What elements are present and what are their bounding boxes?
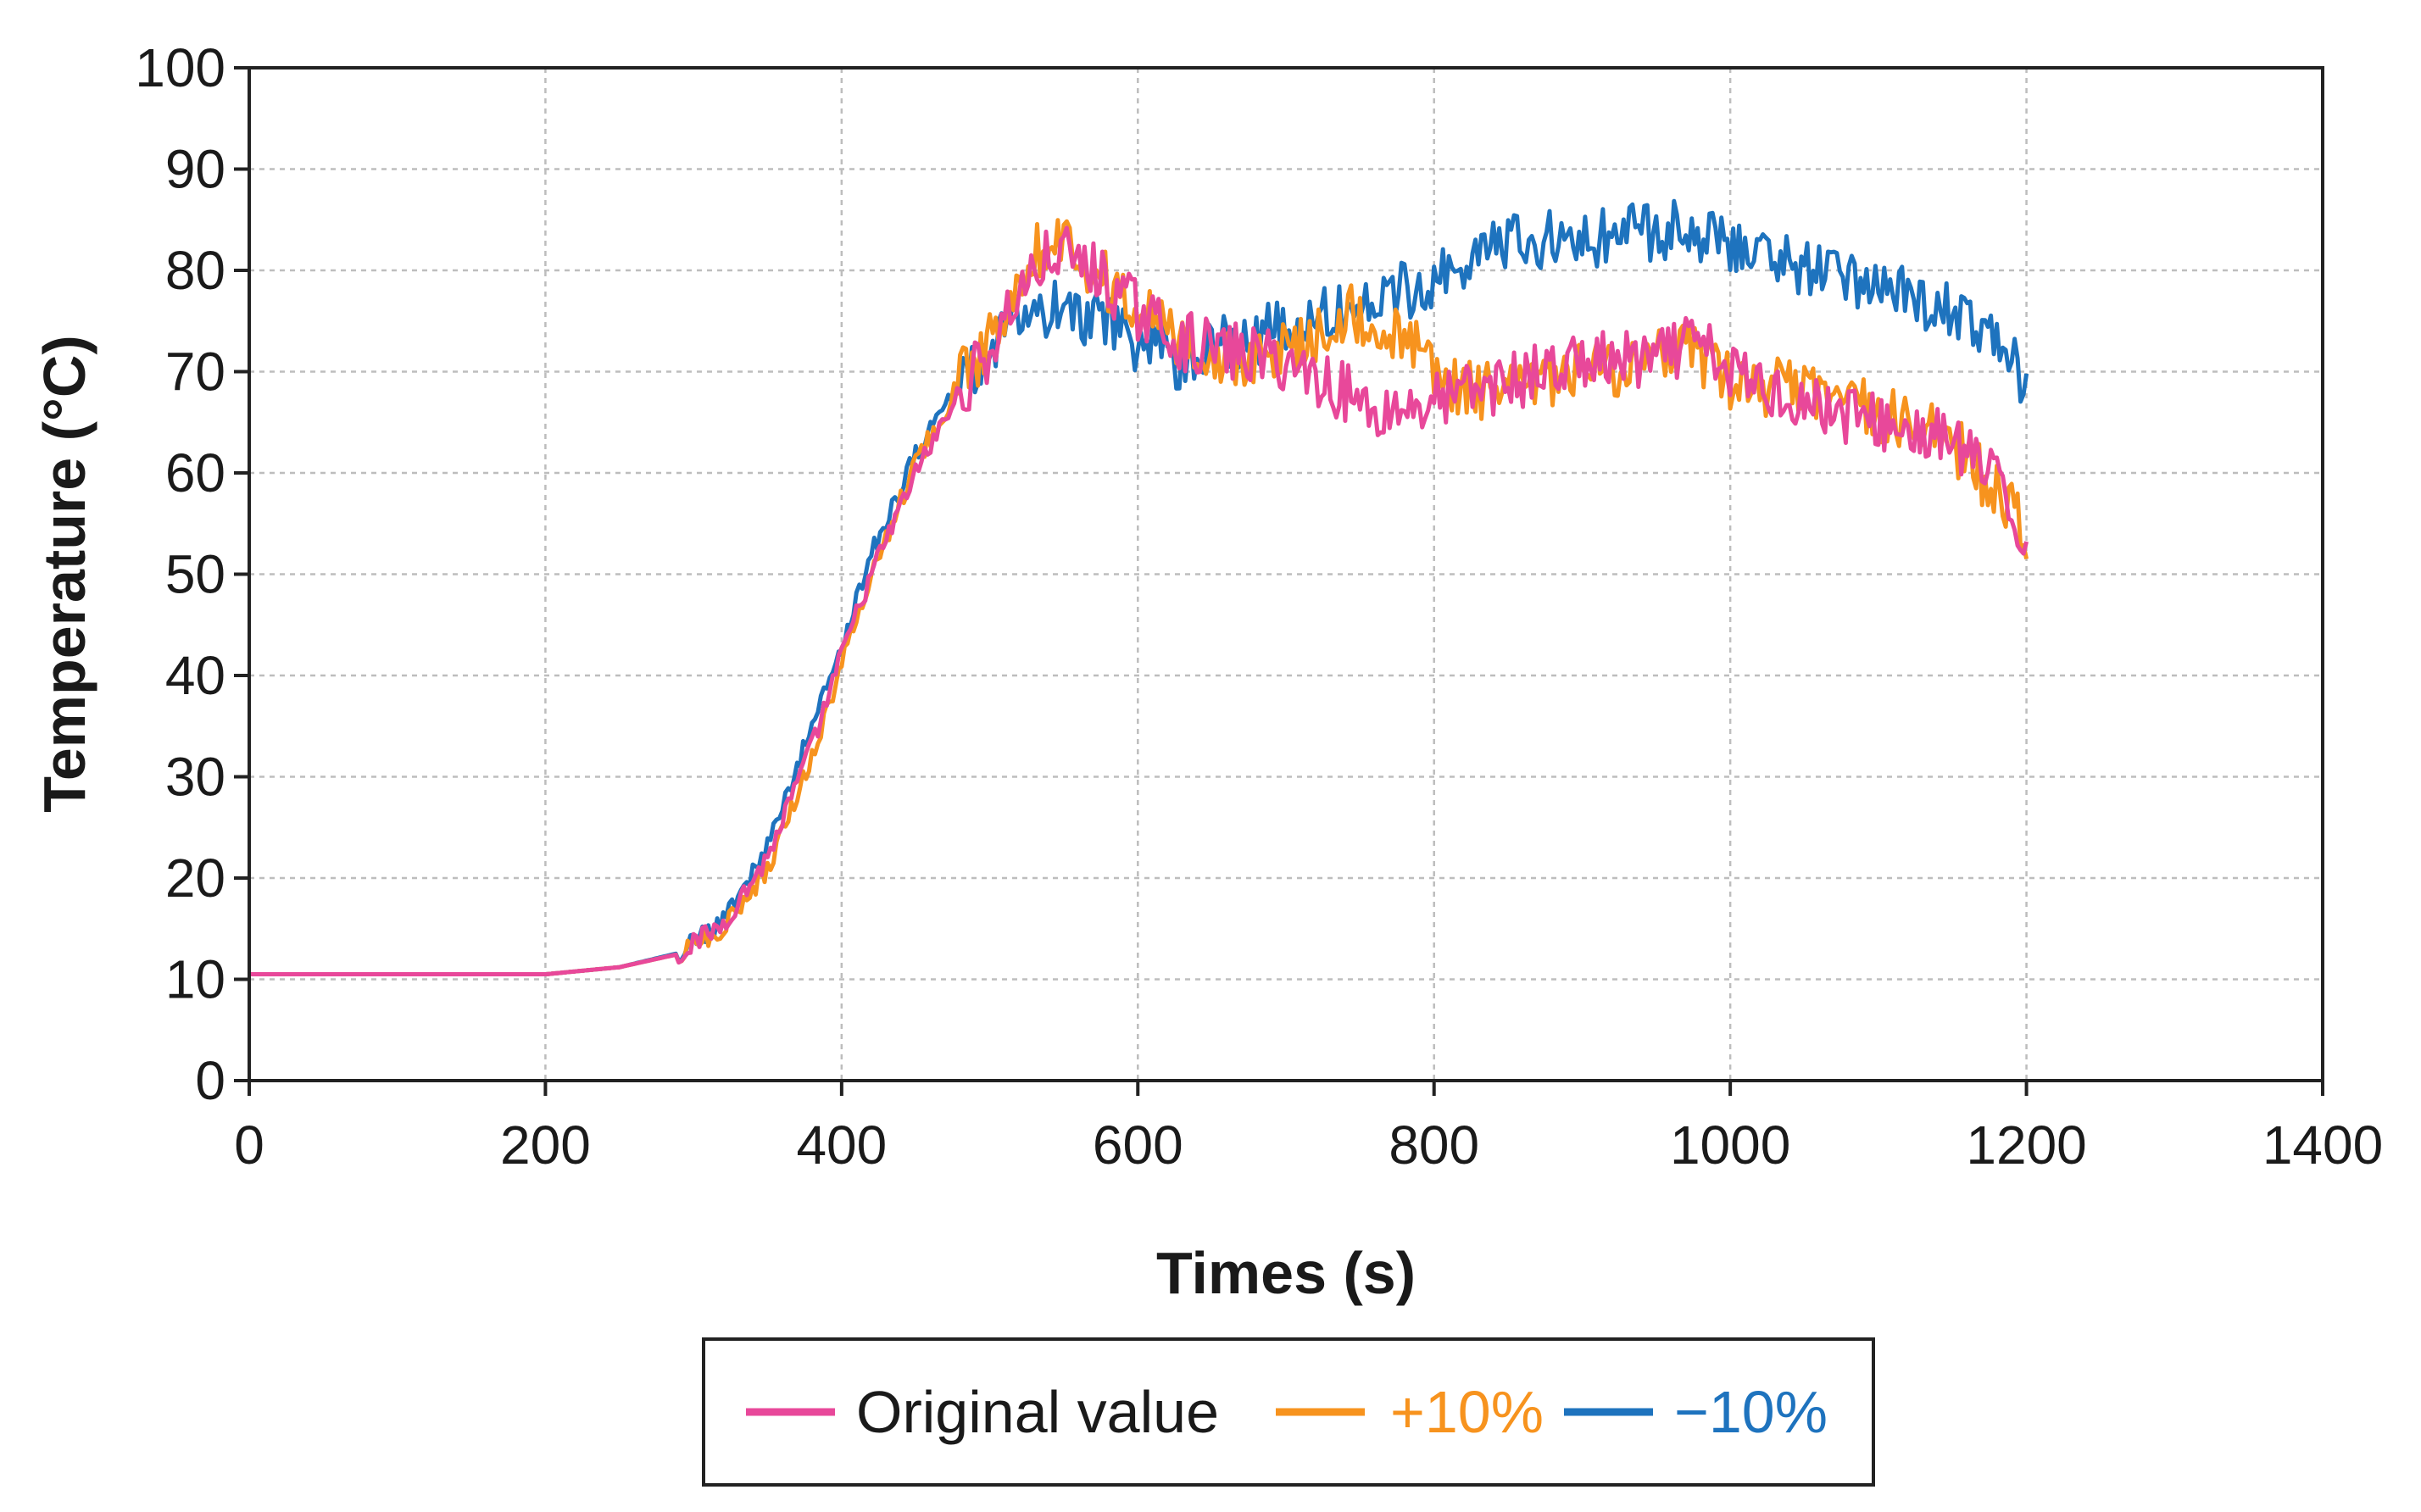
y-tick-label: 70 — [165, 342, 225, 403]
y-tick-label: 90 — [165, 139, 225, 200]
legend: Original value +10% −10% — [702, 1337, 1875, 1487]
x-tick-label: 1200 — [1966, 1115, 2086, 1176]
x-tick-label: 0 — [234, 1115, 264, 1176]
x-tick-label: 400 — [796, 1115, 887, 1176]
y-tick-label: 80 — [165, 240, 225, 301]
y-tick-label: 40 — [165, 645, 225, 706]
grid-lines — [249, 68, 2323, 1081]
y-tick-label: 50 — [165, 544, 225, 605]
series-line-original — [249, 225, 2029, 976]
legend-label-minus10: −10% — [1674, 1379, 1828, 1445]
y-axis-title: Temperature (°C) — [31, 335, 97, 812]
y-tick-label: 60 — [165, 442, 225, 503]
x-axis-title: Times (s) — [1156, 1240, 1416, 1306]
x-tick-label: 1400 — [2262, 1115, 2383, 1176]
y-tick-label: 100 — [135, 37, 225, 98]
x-tick-label: 800 — [1389, 1115, 1479, 1176]
y-tick-label: 20 — [165, 848, 225, 909]
y-tick-label: 0 — [195, 1050, 225, 1111]
x-tick-label: 600 — [1093, 1115, 1183, 1176]
series-lines — [249, 198, 2029, 976]
legend-label-plus10: +10% — [1390, 1379, 1544, 1445]
y-tick-label: 10 — [165, 949, 225, 1010]
legend-label-original: Original value — [856, 1379, 1219, 1445]
x-tick-label: 1000 — [1670, 1115, 1790, 1176]
y-tick-label: 30 — [165, 747, 225, 808]
x-tick-label: 200 — [500, 1115, 591, 1176]
